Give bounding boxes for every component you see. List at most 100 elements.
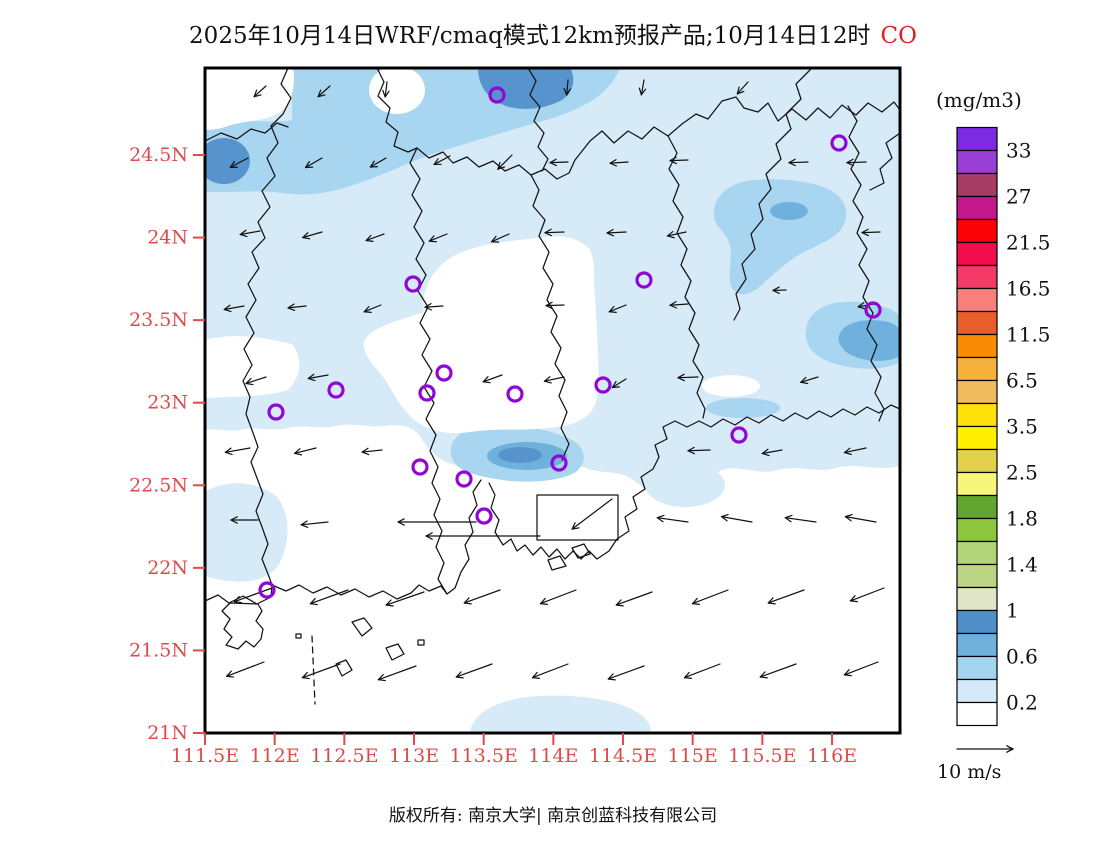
colorbar-tick-label: 11.5 [1006, 323, 1051, 347]
colorbar-segment [956, 333, 998, 359]
colorbar-segment [956, 425, 998, 451]
city-marker-layer [258, 86, 882, 599]
colorbar-segment [956, 586, 998, 612]
wind-arrow [656, 514, 689, 523]
wind-arrow [245, 376, 267, 386]
wind-arrow [239, 229, 261, 238]
map-area [205, 68, 900, 733]
colorbar-segment [956, 701, 998, 727]
wind-arrow [304, 157, 323, 169]
wind-arrow [253, 85, 267, 98]
boundary-west [242, 68, 292, 586]
colorbar-segment [956, 287, 998, 313]
lon-tick-label: 115E [668, 745, 718, 767]
clean-patch-mid-delta [538, 381, 592, 407]
wind-arrow [736, 81, 749, 95]
colorbar-segment [956, 563, 998, 589]
clean-patch-northwest [205, 68, 294, 130]
lat-tick-label: 24.5N [129, 144, 188, 166]
wind-arrow [382, 81, 390, 98]
wind-reference-arrow-icon [956, 745, 1014, 753]
coastline-east [488, 404, 900, 560]
co-field-pale-southwest [205, 483, 288, 582]
wind-arrow [677, 373, 699, 382]
hongkong-domain-box [536, 494, 619, 541]
colorbar-segment [956, 471, 998, 497]
wind-arrow [539, 589, 577, 605]
lat-tick-label: 22N [147, 557, 188, 579]
island-2 [385, 643, 405, 661]
colorbar-segment [956, 126, 998, 152]
wind-arrow [377, 665, 417, 682]
boundary-northeast-inner [733, 69, 811, 321]
colorbar-tick-label: 27 [1006, 185, 1031, 209]
wind-arrow [545, 301, 565, 310]
city-marker [267, 403, 285, 421]
wind-arrow [563, 79, 572, 96]
lon-tick-label: 111.5E [171, 745, 239, 767]
wind-arrow [784, 514, 817, 523]
colorbar-segment [956, 448, 998, 474]
latitude-axis: 24.5N 24N 23.5N 23N 22.5N 22N 21.5N 21N [129, 144, 205, 744]
wind-arrow [428, 233, 448, 243]
wind-reference-label: 10 m/s [937, 761, 1001, 783]
lat-tick-label: 24N [147, 227, 188, 249]
clean-patch-north [369, 68, 425, 114]
city-marker [506, 385, 524, 403]
lon-tick-label: 113.5E [450, 745, 518, 767]
colorbar-tick-label: 6.5 [1006, 369, 1038, 393]
colorbar-tick-label: 0.6 [1006, 645, 1038, 669]
city-marker [864, 301, 882, 319]
city-marker [475, 507, 493, 525]
ferry-route-dashed [311, 635, 316, 705]
wind-arrow [223, 304, 245, 313]
wind-arrow [687, 446, 711, 455]
colorbar-tick-label: 3.5 [1006, 415, 1038, 439]
city-marker [635, 271, 653, 289]
wind-reference-legend: 10 m/s [937, 745, 1014, 783]
clean-patch-central [363, 236, 599, 434]
boundary-fujian [847, 105, 885, 422]
co-field-medium-east-delta [706, 398, 780, 418]
wind-arrow [226, 661, 265, 678]
co-core-delta-inner [498, 447, 542, 463]
wind-arrow [846, 158, 867, 167]
wind-vector-layer [223, 79, 885, 682]
wind-arrow [317, 85, 331, 98]
lat-tick-label: 23.5N [129, 309, 188, 331]
wind-arrow [669, 301, 689, 309]
lat-tick-label: 21.5N [129, 639, 188, 661]
wind-arrow [844, 513, 877, 523]
city-marker [418, 384, 436, 402]
co-core-northeast [770, 202, 808, 220]
wind-arrow [615, 591, 653, 607]
wind-arrow [425, 532, 541, 540]
wind-arrow [683, 663, 721, 679]
wind-arrow [300, 520, 329, 528]
longitude-axis: 111.5E 112E 112.5E 113E 113.5E 114E 114.5E 115E… [171, 733, 857, 767]
clean-patch-east-delta [702, 375, 760, 397]
co-field-pale-south [470, 695, 651, 733]
wind-arrow [861, 228, 881, 237]
wind-arrow [455, 663, 493, 679]
colorbar-unit-label: (mg/m3) [936, 88, 1022, 112]
figure-title: 2025年10月14日WRF/cmaq模式12km预报产品;10月14日12时 C… [189, 23, 917, 49]
wind-arrow [301, 663, 341, 680]
boundary-hunan-west [205, 122, 289, 142]
wind-arrow [767, 589, 805, 605]
wind-arrow [691, 589, 729, 605]
wind-arrow [294, 447, 317, 456]
wind-arrow [233, 587, 273, 604]
wind-arrow [307, 373, 329, 382]
wind-arrow [669, 156, 689, 165]
wind-arrow [788, 158, 809, 167]
wind-arrow [491, 233, 510, 243]
wind-arrow [606, 228, 627, 237]
colorbar-segment [956, 149, 998, 175]
wind-arrow [433, 155, 451, 166]
wind-arrow [772, 286, 787, 295]
wind-arrow [309, 589, 349, 606]
copyright-text: 版权所有: 南京大学| 南京创蓝科技有限公司 [389, 806, 717, 826]
island-1 [351, 617, 373, 637]
